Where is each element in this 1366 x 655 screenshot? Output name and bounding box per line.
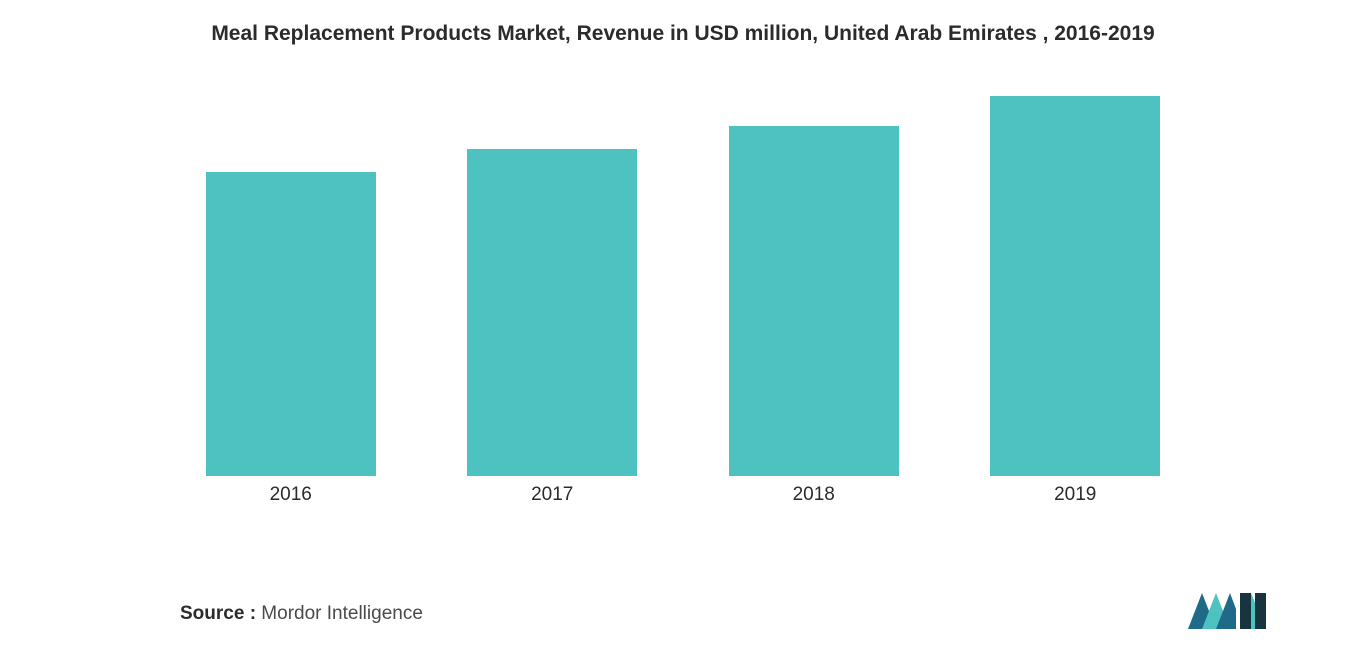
bar (990, 96, 1160, 476)
chart-container: Meal Replacement Products Market, Revenu… (0, 0, 1366, 655)
chart-title: Meal Replacement Products Market, Revenu… (100, 22, 1266, 46)
bars-row (160, 96, 1206, 476)
bar (729, 126, 899, 476)
bar (206, 172, 376, 476)
bar-wrap (206, 172, 376, 476)
mordor-logo-icon (1188, 593, 1266, 639)
x-axis-label: 2019 (990, 478, 1160, 506)
x-axis-label: 2017 (467, 478, 637, 506)
x-axis-label: 2018 (729, 478, 899, 506)
x-axis-labels: 2016 2017 2018 2019 (160, 478, 1206, 506)
bar-wrap (467, 149, 637, 476)
source-footer: Source : Mordor Intelligence (180, 603, 423, 625)
bar-wrap (729, 126, 899, 476)
source-label: Source : (180, 603, 256, 624)
x-axis-label: 2016 (206, 478, 376, 506)
bar (467, 149, 637, 476)
chart-plot-area: 2016 2017 2018 2019 (160, 96, 1206, 506)
source-value: Mordor Intelligence (256, 603, 423, 624)
bar-wrap (990, 96, 1160, 476)
